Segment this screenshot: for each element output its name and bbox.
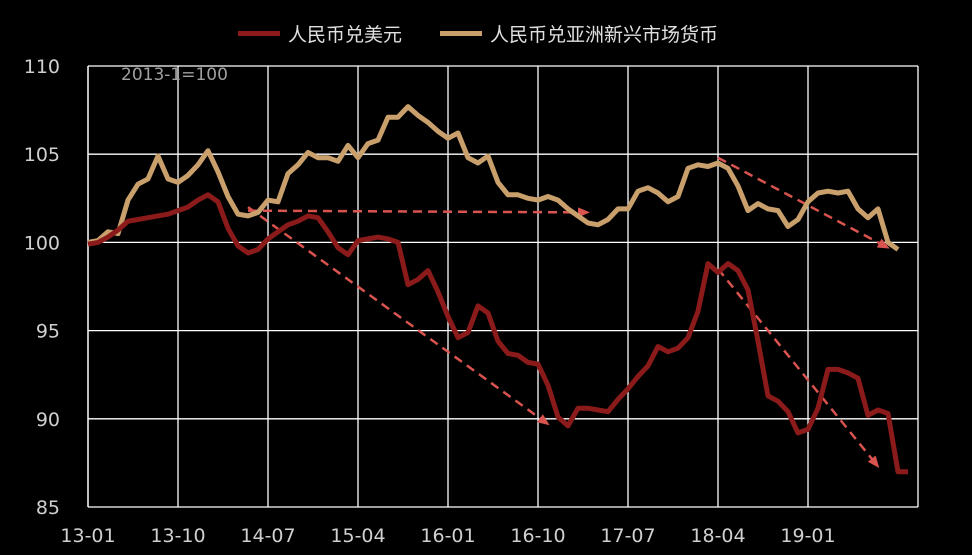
y-tick-label: 90	[36, 409, 60, 431]
y-tick-label: 95	[36, 321, 60, 343]
x-tick-label: 17-07	[600, 525, 655, 547]
x-tick-label: 18-04	[690, 525, 745, 547]
trend-arrow	[717, 156, 890, 249]
y-tick-label: 85	[36, 497, 60, 519]
series-line-asia-em	[87, 104, 900, 252]
legend-item-usd: 人民币兑美元	[238, 20, 402, 47]
trend-arrows	[247, 156, 890, 468]
grid-lines	[87, 65, 919, 508]
y-tick-label: 100	[24, 232, 60, 254]
legend-swatch-asia	[440, 31, 482, 36]
x-tick-label: 15-04	[330, 525, 385, 547]
series-lines	[87, 104, 908, 475]
trend-arrow	[717, 268, 880, 468]
y-axis-ticks: 85 90 95 100 105 110	[24, 56, 60, 519]
y-tick-label: 105	[24, 144, 60, 166]
chart-annotation: 2013-1=100	[121, 65, 228, 85]
trend-arrow	[247, 207, 590, 218]
x-tick-label: 16-10	[510, 525, 565, 547]
x-tick-label: 14-07	[240, 525, 295, 547]
x-axis-ticks: 13-01 13-10 14-07 15-04 16-01 16-10 17-07 18-04…	[60, 525, 835, 547]
y-tick-label: 110	[24, 56, 60, 78]
legend-label-usd: 人民币兑美元	[288, 24, 403, 46]
legend: 人民币兑美元 人民币兑亚洲新兴市场货币	[0, 20, 972, 46]
x-tick-label: 16-01	[420, 525, 475, 547]
legend-label-asia: 人民币兑亚洲新兴市场货币	[490, 24, 719, 46]
trend-arrow	[247, 206, 550, 426]
x-tick-label: 13-01	[60, 525, 115, 547]
legend-swatch-usd	[238, 31, 280, 36]
x-tick-label: 13-10	[150, 525, 205, 547]
legend-item-asia: 人民币兑亚洲新兴市场货币	[440, 20, 718, 47]
series-line-usd	[87, 192, 908, 475]
x-tick-label: 19-01	[780, 525, 835, 547]
